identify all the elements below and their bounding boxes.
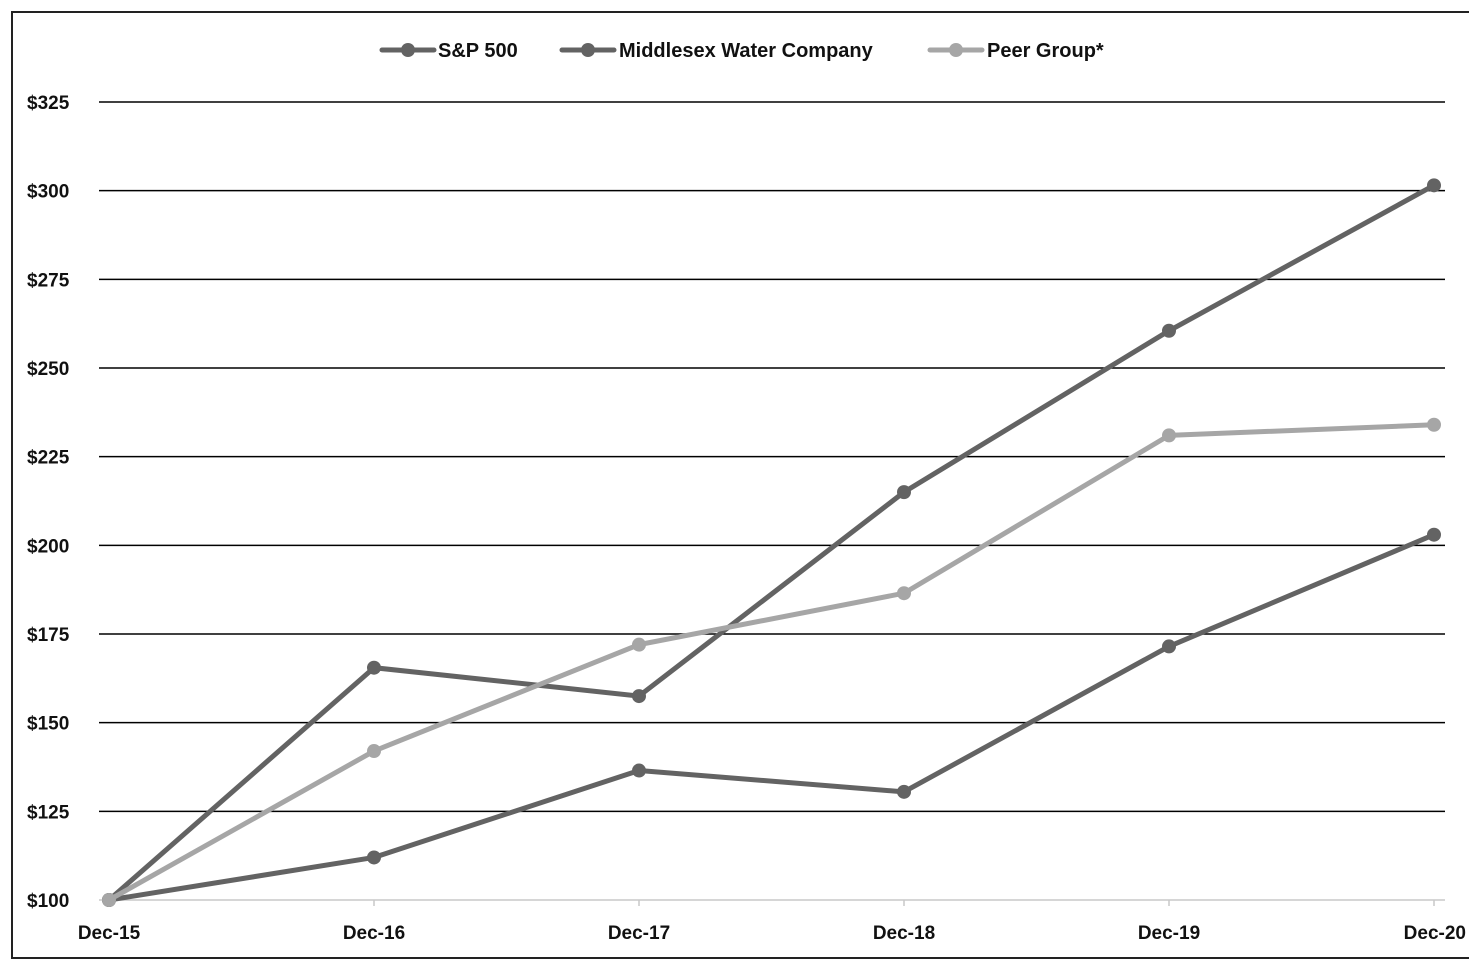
- data-point: [367, 744, 381, 759]
- y-tick-label: $175: [27, 625, 70, 646]
- data-point: [1162, 639, 1176, 654]
- legend-label: Peer Group*: [987, 40, 1104, 62]
- series-line: [106, 422, 1437, 903]
- data-point: [102, 893, 116, 907]
- series-0: [102, 527, 1441, 907]
- data-point: [897, 784, 911, 799]
- y-tick-label: $100: [27, 891, 69, 912]
- series-line: [106, 532, 1437, 903]
- data-point: [1162, 323, 1176, 338]
- legend-point-marker: [401, 43, 415, 57]
- legend-label: Middlesex Water Company: [619, 40, 874, 62]
- data-point: [632, 637, 646, 652]
- x-tick-label: Dec-18: [873, 923, 935, 944]
- series-line: [106, 182, 1437, 903]
- chart-frame: [11, 11, 1469, 959]
- data-point: [1427, 178, 1441, 193]
- legend-item: Peer Group*: [927, 40, 1104, 62]
- data-point: [897, 586, 911, 601]
- y-tick-label: $150: [27, 714, 69, 735]
- y-tick-label: $325: [27, 93, 70, 114]
- data-point: [1427, 417, 1441, 432]
- y-tick-label: $125: [27, 802, 70, 823]
- y-tick-label: $250: [27, 359, 69, 380]
- data-point: [1162, 428, 1176, 443]
- y-tick-label: $300: [27, 182, 69, 203]
- series-2: [102, 417, 1441, 907]
- data-point: [367, 850, 381, 865]
- y-tick-label: $200: [27, 536, 69, 557]
- data-point: [632, 763, 646, 778]
- legend-point-marker: [581, 43, 595, 57]
- x-tick-label: Dec-15: [78, 923, 141, 944]
- series-group: [102, 178, 1441, 907]
- data-point: [897, 485, 911, 500]
- data-point: [1427, 527, 1441, 542]
- legend-label: S&P 500: [438, 40, 518, 62]
- legend-item: Middlesex Water Company: [559, 40, 874, 62]
- gridlines: [99, 101, 1445, 901]
- legend-item: S&P 500: [379, 40, 518, 62]
- y-axis: $100 $125 $150 $175 $200 $225 $250 $275 $300 $325: [27, 93, 70, 912]
- y-tick-label: $225: [27, 448, 70, 469]
- legend: S&P 500 Middlesex Water Company Peer Group…: [379, 40, 1104, 62]
- legend-point-marker: [949, 43, 963, 57]
- data-point: [632, 689, 646, 704]
- data-point: [367, 660, 381, 675]
- x-tick-label: Dec-17: [608, 923, 670, 944]
- x-tick-label: Dec-19: [1138, 923, 1200, 944]
- x-tick-label: Dec-20: [1404, 923, 1466, 944]
- y-tick-label: $275: [27, 270, 70, 291]
- x-axis: Dec-15 Dec-16 Dec-17 Dec-18 Dec-19 Dec-20: [78, 900, 1466, 944]
- series-1: [102, 178, 1441, 907]
- x-tick-label: Dec-16: [343, 923, 405, 944]
